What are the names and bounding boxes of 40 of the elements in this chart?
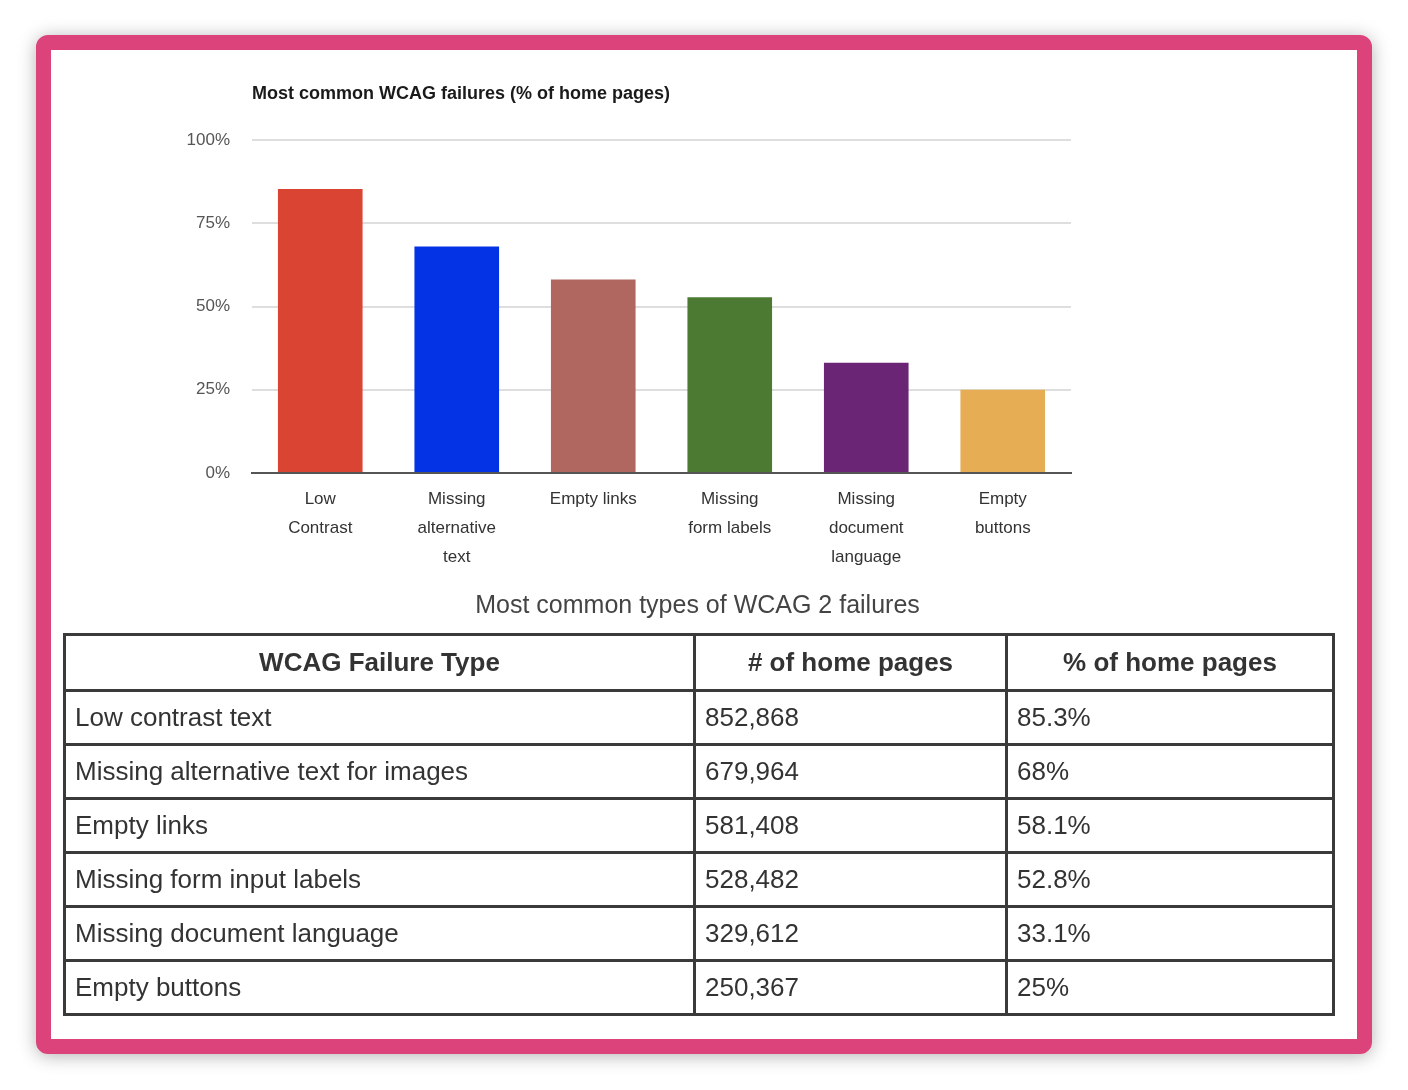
data-label: 250,367 [694,960,1007,1015]
data-label: 85.3% [1006,690,1334,745]
y-tick-label: 75% [195,212,230,232]
data-label: 852,868 [694,690,1007,745]
category-label: Missing form input labels [64,852,695,907]
data-label: 33.1% [1006,906,1334,961]
data-label: 68% [1006,744,1334,799]
x-tick-label: Missing document language [828,489,904,566]
data-label: 679,964 [694,744,1007,799]
text: Most common types of WCAG 2 failures [474,589,921,620]
bar [550,279,636,472]
data-label: 528,482 [694,852,1007,907]
category-label: Missing document language [64,906,695,961]
bar [960,389,1046,472]
category-label: Missing alternative text for images [64,744,695,799]
bar [414,246,500,472]
chart-title: Most common WCAG failures (% of home pages) [252,82,671,103]
text: % of home pages [1006,634,1334,691]
data-label: 329,612 [694,906,1007,961]
data-label: 58.1% [1006,798,1334,853]
text: WCAG Failure Type [64,634,695,691]
y-tick-label: 0% [205,462,230,482]
x-tick-label: Empty buttons [974,489,1031,538]
bar [823,362,909,472]
data-label: 25% [1006,960,1334,1015]
y-tick-label: 100% [186,129,230,149]
bar [687,297,773,472]
category-label: Empty buttons [64,960,695,1015]
category-label: Empty links [64,798,695,853]
text: # of home pages [694,634,1007,691]
y-tick-label: 25% [195,379,230,399]
data-label: 52.8% [1006,852,1334,907]
x-tick-label: Empty links [549,489,637,509]
bar [277,188,363,472]
data-label: 581,408 [694,798,1007,853]
category-label: Low contrast text [64,690,695,745]
x-tick-label: Missing alternative text [417,489,496,566]
x-tick-label: Low Contrast [288,489,353,538]
x-tick-label: Missing form labels [688,489,772,538]
y-tick-label: 50% [195,296,230,316]
